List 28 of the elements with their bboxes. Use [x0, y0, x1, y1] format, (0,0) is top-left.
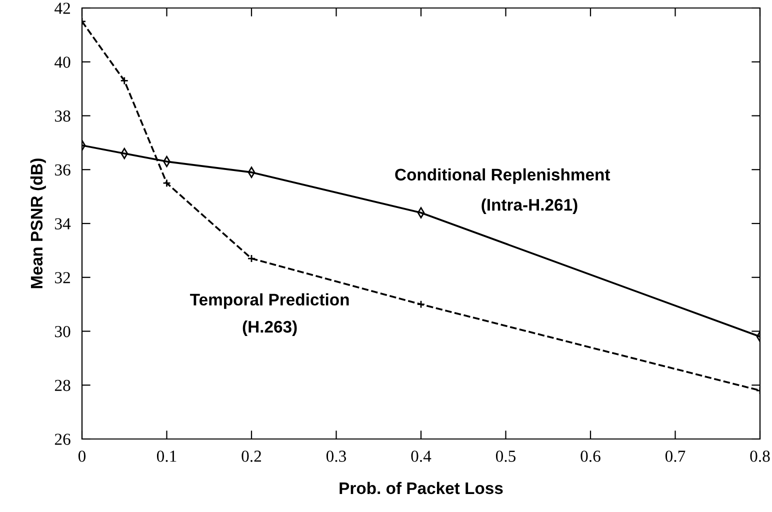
y-tick-label: 38	[55, 110, 70, 122]
x-tick-label: 0.6	[580, 450, 600, 462]
y-tick-label: 30	[55, 326, 70, 338]
x-tick-label: 0.4	[411, 450, 432, 462]
x-tick-label: 0.1	[156, 450, 176, 462]
x-tick-label: 0	[78, 450, 86, 462]
y-tick-label: 40	[54, 56, 70, 68]
y-tick-label: 42	[54, 2, 70, 14]
point	[247, 254, 256, 263]
point	[120, 76, 129, 85]
x-tick-label: 0.8	[750, 450, 770, 462]
point	[162, 178, 171, 188]
x-axis-title: Prob. of Packet Loss	[340, 482, 503, 494]
x-tick-label: 0.7	[665, 450, 686, 462]
point	[416, 300, 426, 308]
y-tick-label: 28	[54, 380, 70, 392]
y-tick-label: 34	[55, 218, 71, 230]
x-tick-label: 0.2	[242, 450, 261, 462]
y-tick-label: 32	[55, 272, 70, 284]
annotation: Temporal Prediction	[190, 293, 349, 309]
x-tick-label: 0.3	[326, 450, 346, 462]
y-axis-title: Mean PSNR (dB)	[30, 158, 46, 288]
y-tick-label: 36	[55, 164, 70, 176]
y-tick-label: 26	[54, 434, 70, 445]
annotation: Conditional Replenishment	[395, 168, 610, 184]
annotation: (Intra-H.261)	[482, 198, 578, 214]
annotation: (H.263)	[242, 320, 297, 336]
x-tick-label: 0.5	[496, 450, 516, 462]
